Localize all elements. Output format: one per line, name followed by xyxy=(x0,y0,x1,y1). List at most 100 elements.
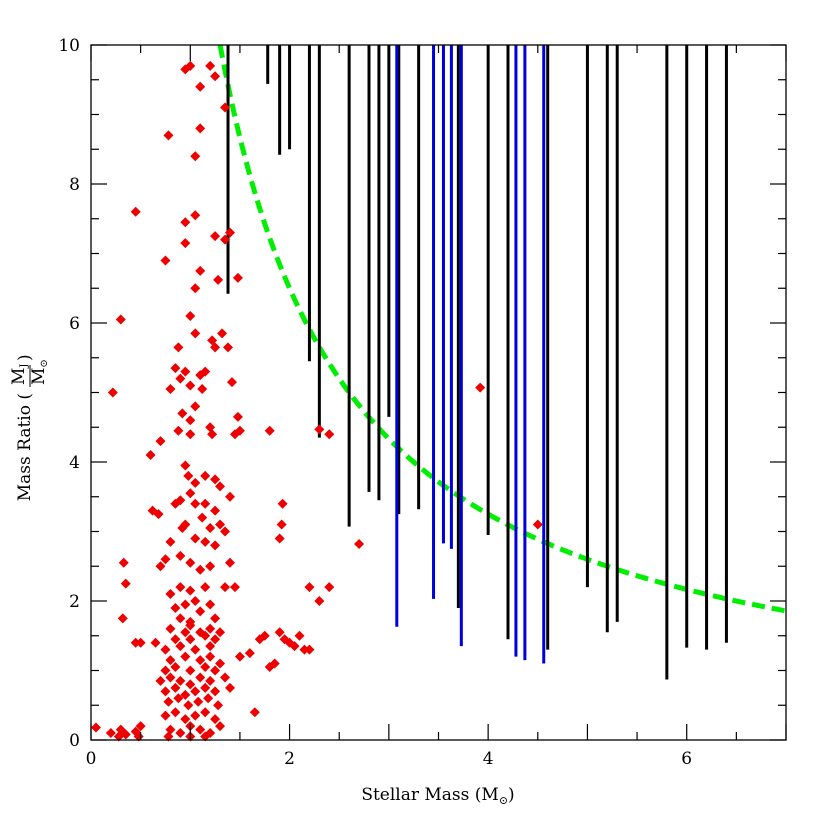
y-axis-label-numerator: MJ xyxy=(9,364,30,385)
data-point xyxy=(210,665,221,676)
data-point xyxy=(475,382,486,393)
axis-ticks-layer xyxy=(90,44,787,741)
data-point xyxy=(205,60,216,71)
data-point xyxy=(190,686,201,697)
data-point xyxy=(185,585,196,596)
x-tick-label: 2 xyxy=(284,749,295,769)
data-point xyxy=(200,536,211,547)
data-point xyxy=(210,342,221,353)
data-point xyxy=(165,384,176,395)
data-point xyxy=(205,561,216,572)
data-point xyxy=(354,539,365,550)
data-point xyxy=(160,710,171,721)
x-axis-label-text: Stellar Mass (M xyxy=(361,785,499,805)
data-point xyxy=(163,696,174,707)
data-point xyxy=(190,210,201,221)
data-point xyxy=(210,505,221,516)
data-point xyxy=(200,366,211,377)
data-point xyxy=(203,693,214,704)
data-point xyxy=(210,634,221,645)
data-point xyxy=(155,561,166,572)
y-axis-label-num-text: M xyxy=(9,368,29,385)
data-point xyxy=(190,477,201,488)
y-axis-label-text: Mass Ratio ( xyxy=(15,393,35,501)
data-point xyxy=(175,373,186,384)
data-point xyxy=(213,274,224,285)
data-point xyxy=(175,641,186,652)
data-point xyxy=(190,283,201,294)
data-point xyxy=(205,651,216,662)
data-point xyxy=(185,665,196,676)
data-point xyxy=(210,714,221,725)
data-point xyxy=(170,662,181,673)
data-point xyxy=(215,519,226,530)
data-point xyxy=(259,630,270,641)
data-point xyxy=(160,665,171,676)
data-point xyxy=(289,641,300,652)
data-point xyxy=(180,714,191,725)
data-point xyxy=(135,637,146,648)
data-point xyxy=(229,582,240,593)
data-point xyxy=(170,707,181,718)
data-point xyxy=(324,582,335,593)
data-point xyxy=(200,707,211,718)
data-point xyxy=(180,627,191,638)
data-point xyxy=(173,425,184,436)
data-point xyxy=(183,470,194,481)
data-point xyxy=(210,613,221,624)
data-point xyxy=(147,505,158,516)
data-point xyxy=(210,231,221,242)
data-point xyxy=(207,429,218,440)
data-point xyxy=(185,311,196,322)
model-curve-layer xyxy=(217,45,786,614)
data-point xyxy=(115,314,126,325)
data-point xyxy=(183,700,194,711)
data-point xyxy=(220,582,231,593)
data-point xyxy=(185,380,196,391)
data-point xyxy=(165,623,176,634)
data-point xyxy=(135,721,146,732)
data-point xyxy=(215,721,226,732)
y-tick-label: 6 xyxy=(69,314,80,334)
data-point xyxy=(190,151,201,162)
data-point xyxy=(234,651,245,662)
data-point xyxy=(165,536,176,547)
y-axis-label-den-text: M xyxy=(29,368,49,385)
data-point xyxy=(170,602,181,613)
data-point xyxy=(193,696,204,707)
data-point xyxy=(120,578,131,589)
data-point xyxy=(200,582,211,593)
data-point xyxy=(210,540,221,551)
data-point xyxy=(165,655,176,666)
data-point xyxy=(314,424,325,435)
data-point xyxy=(190,644,201,655)
data-point xyxy=(324,429,335,440)
data-point xyxy=(195,265,206,276)
data-point xyxy=(175,550,186,561)
data-point xyxy=(200,731,211,742)
x-axis-label-sub: ⊙ xyxy=(499,794,508,807)
y-tick-label: 0 xyxy=(69,731,80,751)
data-point xyxy=(185,488,196,499)
data-point xyxy=(226,377,237,388)
data-point xyxy=(215,627,226,638)
x-tick-label: 6 xyxy=(681,749,692,769)
data-point xyxy=(215,658,226,669)
data-point xyxy=(225,682,235,693)
data-point xyxy=(175,582,186,593)
data-point xyxy=(225,227,235,238)
data-point xyxy=(165,589,176,600)
data-point xyxy=(200,498,211,509)
data-point xyxy=(249,707,260,718)
y-tick-label: 8 xyxy=(69,175,80,195)
data-point xyxy=(220,672,231,683)
data-point xyxy=(195,606,206,617)
data-point xyxy=(175,728,186,739)
data-point xyxy=(160,686,171,697)
data-point xyxy=(155,436,166,447)
data-point xyxy=(185,634,196,645)
data-point xyxy=(195,672,206,683)
data-point xyxy=(200,662,211,673)
data-point xyxy=(213,700,224,711)
data-point xyxy=(190,533,201,544)
